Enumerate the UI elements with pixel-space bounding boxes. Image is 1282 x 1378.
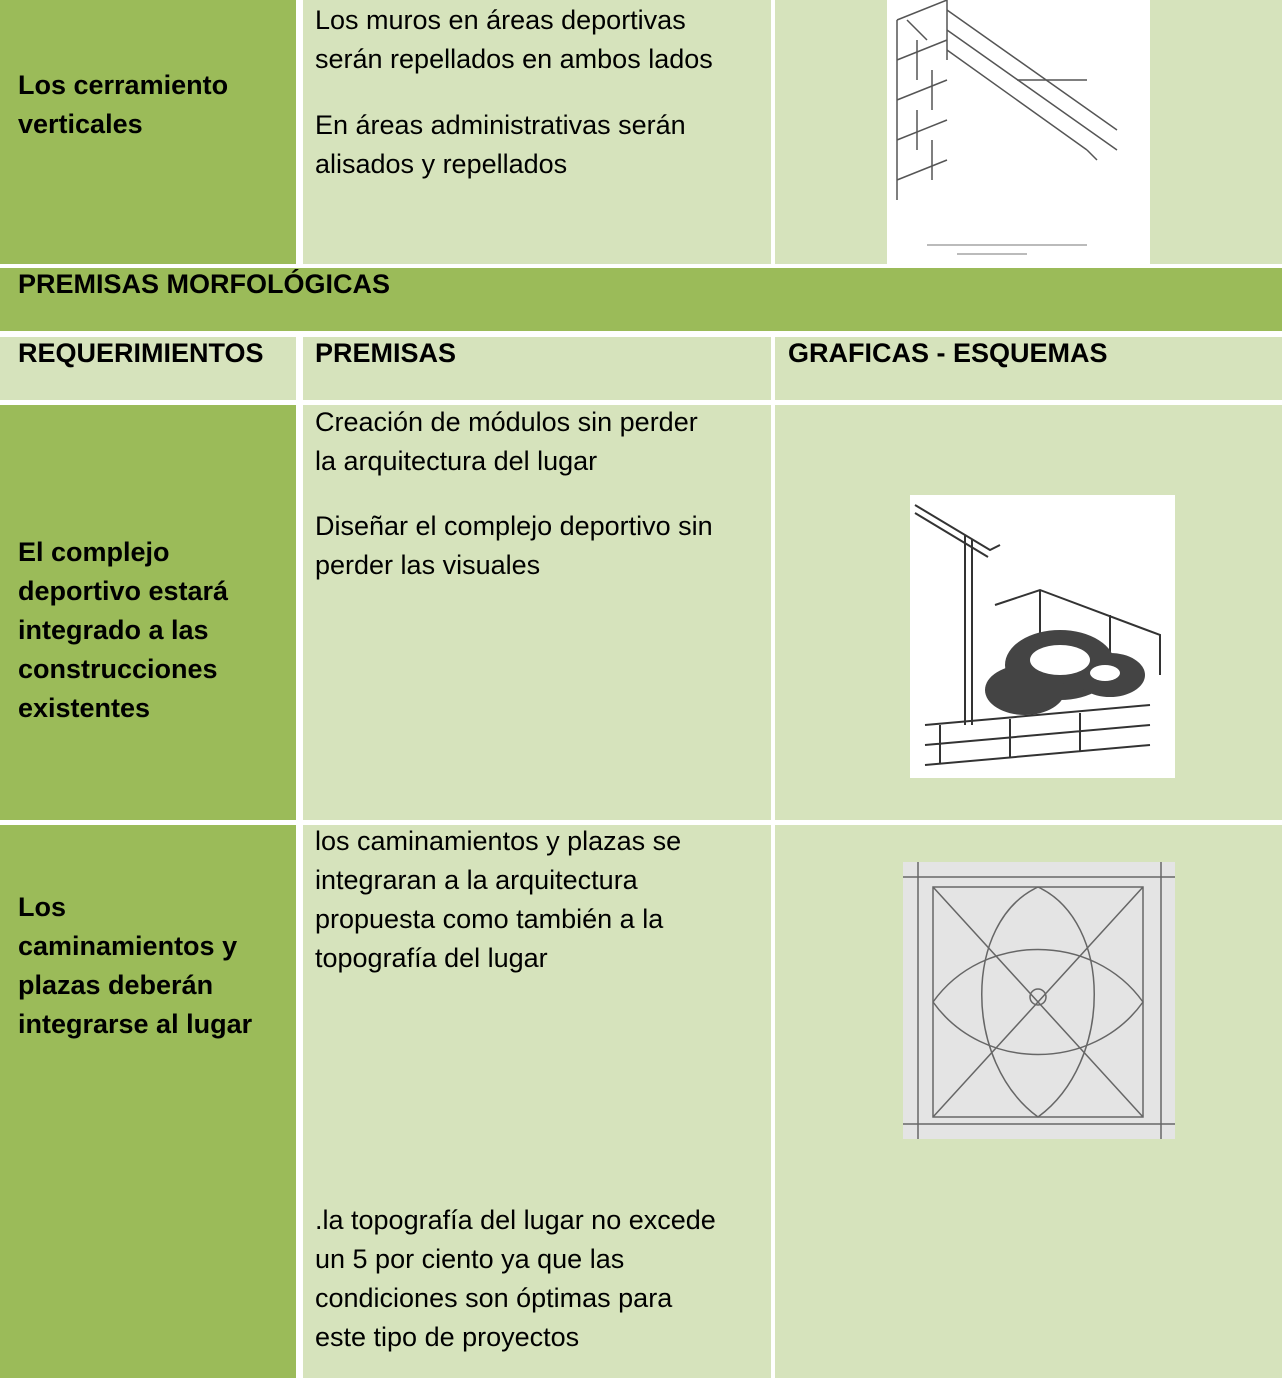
cell <box>0 825 296 1378</box>
text-line: alisados y repellados <box>315 149 568 179</box>
building-sketch <box>910 495 1175 778</box>
premise: los caminamientos y plazas se integraran … <box>315 822 681 978</box>
text-line: este tipo de proyectos <box>315 1322 580 1352</box>
premise: Creación de módulos sin perder la arquite… <box>315 403 698 481</box>
text-line: plazas deberán <box>18 970 214 1000</box>
requirement: Los cerramiento verticales <box>18 66 228 144</box>
text-line: propuesta como también a la <box>315 904 664 934</box>
cell <box>0 0 296 264</box>
premise: .la topografía del lugar no excede un 5 p… <box>315 1201 716 1357</box>
text-line: los caminamientos y plazas se <box>315 826 682 856</box>
cell <box>0 405 296 820</box>
text-line: topografía del lugar <box>315 943 548 973</box>
text-line: integraran a la arquitectura <box>315 865 638 895</box>
cell <box>303 337 771 400</box>
text-line: integrarse al lugar <box>18 1009 253 1039</box>
text-line: Diseñar el complejo deportivo sin <box>315 511 713 541</box>
cell <box>303 0 771 264</box>
header: PREMISAS <box>315 338 457 368</box>
cell <box>303 825 771 1378</box>
wall-sketch <box>887 0 1150 264</box>
text-line: Los <box>18 892 67 922</box>
section-title: PREMISAS MORFOLÓGICAS <box>18 269 391 299</box>
premise: Diseñar el complejo deportivo sin perder … <box>315 507 713 585</box>
text-line: Creación de módulos sin perder <box>315 407 698 437</box>
text-line: El complejo <box>18 537 170 567</box>
cell <box>303 405 771 820</box>
text-line: deportivo estará <box>18 576 229 606</box>
text-line: existentes <box>18 693 151 723</box>
text-line: .la topografía del lugar no excede <box>315 1205 716 1235</box>
premise: Los muros en áreas deportivas serán repel… <box>315 1 713 79</box>
header: REQUERIMIENTOS <box>18 338 264 368</box>
text-line: perder las visuales <box>315 550 541 580</box>
cell <box>0 337 296 400</box>
premise: En áreas administrativas serán alisados y… <box>315 106 686 184</box>
section-row <box>0 268 1282 331</box>
text-line: Los cerramiento <box>18 70 229 100</box>
requirement: Los caminamientos y plazas deberán integrar… <box>18 888 252 1044</box>
text-line: integrado a las <box>18 615 209 645</box>
text-line: construcciones <box>18 654 218 684</box>
text-line: Los muros en áreas deportivas <box>315 5 686 35</box>
text-line: En áreas administrativas serán <box>315 110 686 140</box>
text-line: condiciones son óptimas para <box>315 1283 673 1313</box>
cell <box>775 337 1282 400</box>
text-line: caminamientos y <box>18 931 238 961</box>
text-line: la arquitectura del lugar <box>315 446 598 476</box>
text-line: un 5 por ciento ya que las <box>315 1244 625 1274</box>
header: GRAFICAS - ESQUEMAS <box>788 338 1108 368</box>
plaza-plan <box>903 862 1175 1139</box>
text-line: serán repellados en ambos lados <box>315 44 713 74</box>
text-line: verticales <box>18 109 143 139</box>
requirement: El complejo deportivo estará integrado a l… <box>18 533 228 728</box>
